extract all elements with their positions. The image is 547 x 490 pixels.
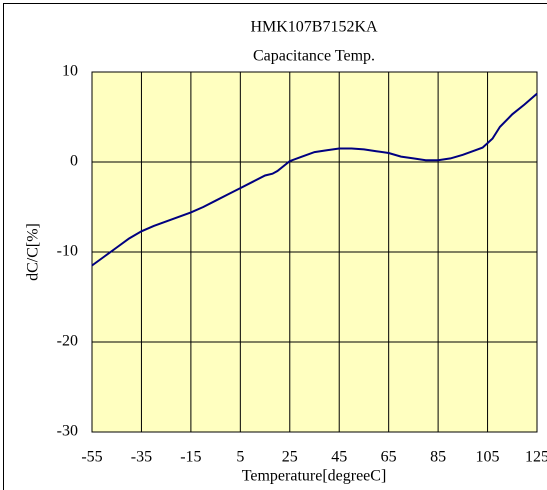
x-tick-label: -15 [180,449,201,466]
x-tick-label: 65 [381,449,397,466]
x-tick-label: -55 [81,449,102,466]
y-tick-label: -20 [57,333,78,350]
y-axis-label: dC/C[%] [25,223,42,281]
line-series [91,92,538,267]
chart-title: HMK107B7152KA [250,19,378,36]
x-axis-label: Temperature[degreeC] [242,468,387,485]
y-tick-label: 10 [62,63,78,80]
x-tick-label: 85 [430,449,446,466]
x-tick-label: 5 [236,449,244,466]
y-tick-label: 0 [70,153,78,170]
y-tick-label: -10 [57,243,78,260]
chart-subtitle: Capacitance Temp. [253,48,375,65]
x-tick-label: 45 [331,449,347,466]
x-tick-label: 125 [525,449,547,466]
x-tick-label: 105 [476,449,500,466]
y-tick-label: -30 [57,423,78,440]
x-tick-label: 25 [282,449,298,466]
plot-border [91,71,538,433]
x-tick-label: -35 [131,449,152,466]
